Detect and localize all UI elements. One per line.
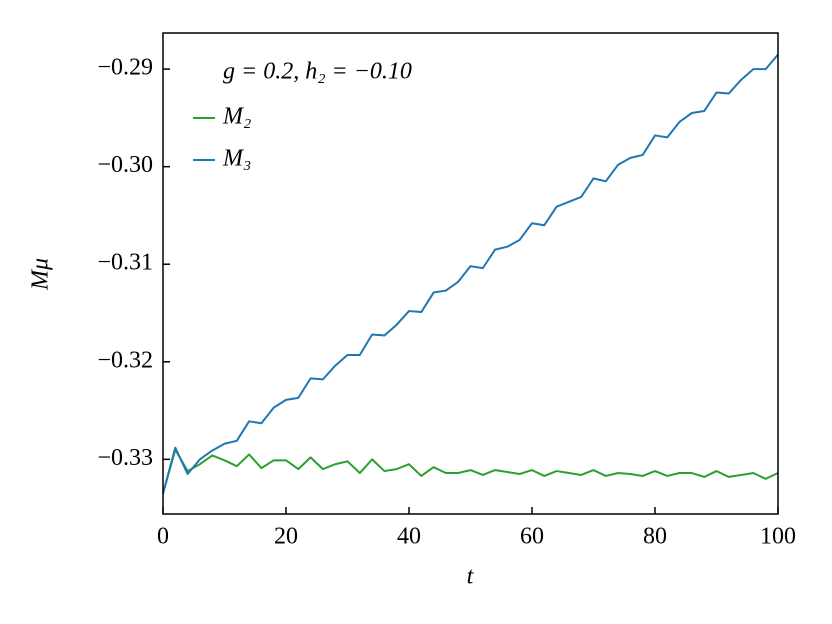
x-tick-label: 0 [157, 524, 169, 550]
legend-label: M₃ [222, 146, 251, 172]
y-tick-label: −0.29 [97, 55, 153, 81]
y-tick-label: −0.30 [97, 152, 153, 178]
x-tick-label: 80 [643, 524, 667, 550]
series-line [162, 53, 779, 494]
plot-frame [162, 32, 779, 515]
x-tick-label: 20 [274, 524, 298, 550]
legend-label: M₂ [222, 104, 251, 130]
y-tick-label: −0.32 [97, 347, 153, 373]
x-tick-label: 100 [760, 524, 796, 550]
y-tick-label: −0.33 [97, 445, 153, 471]
x-axis-label: t [467, 564, 475, 590]
series-line [162, 448, 779, 494]
legend-title: g = 0.2, h₂ = −0.10 [223, 59, 412, 85]
y-tick-label: −0.31 [97, 250, 153, 276]
y-axis-label: Mμ [28, 258, 54, 291]
x-tick-label: 60 [520, 524, 544, 550]
x-tick-label: 40 [397, 524, 421, 550]
